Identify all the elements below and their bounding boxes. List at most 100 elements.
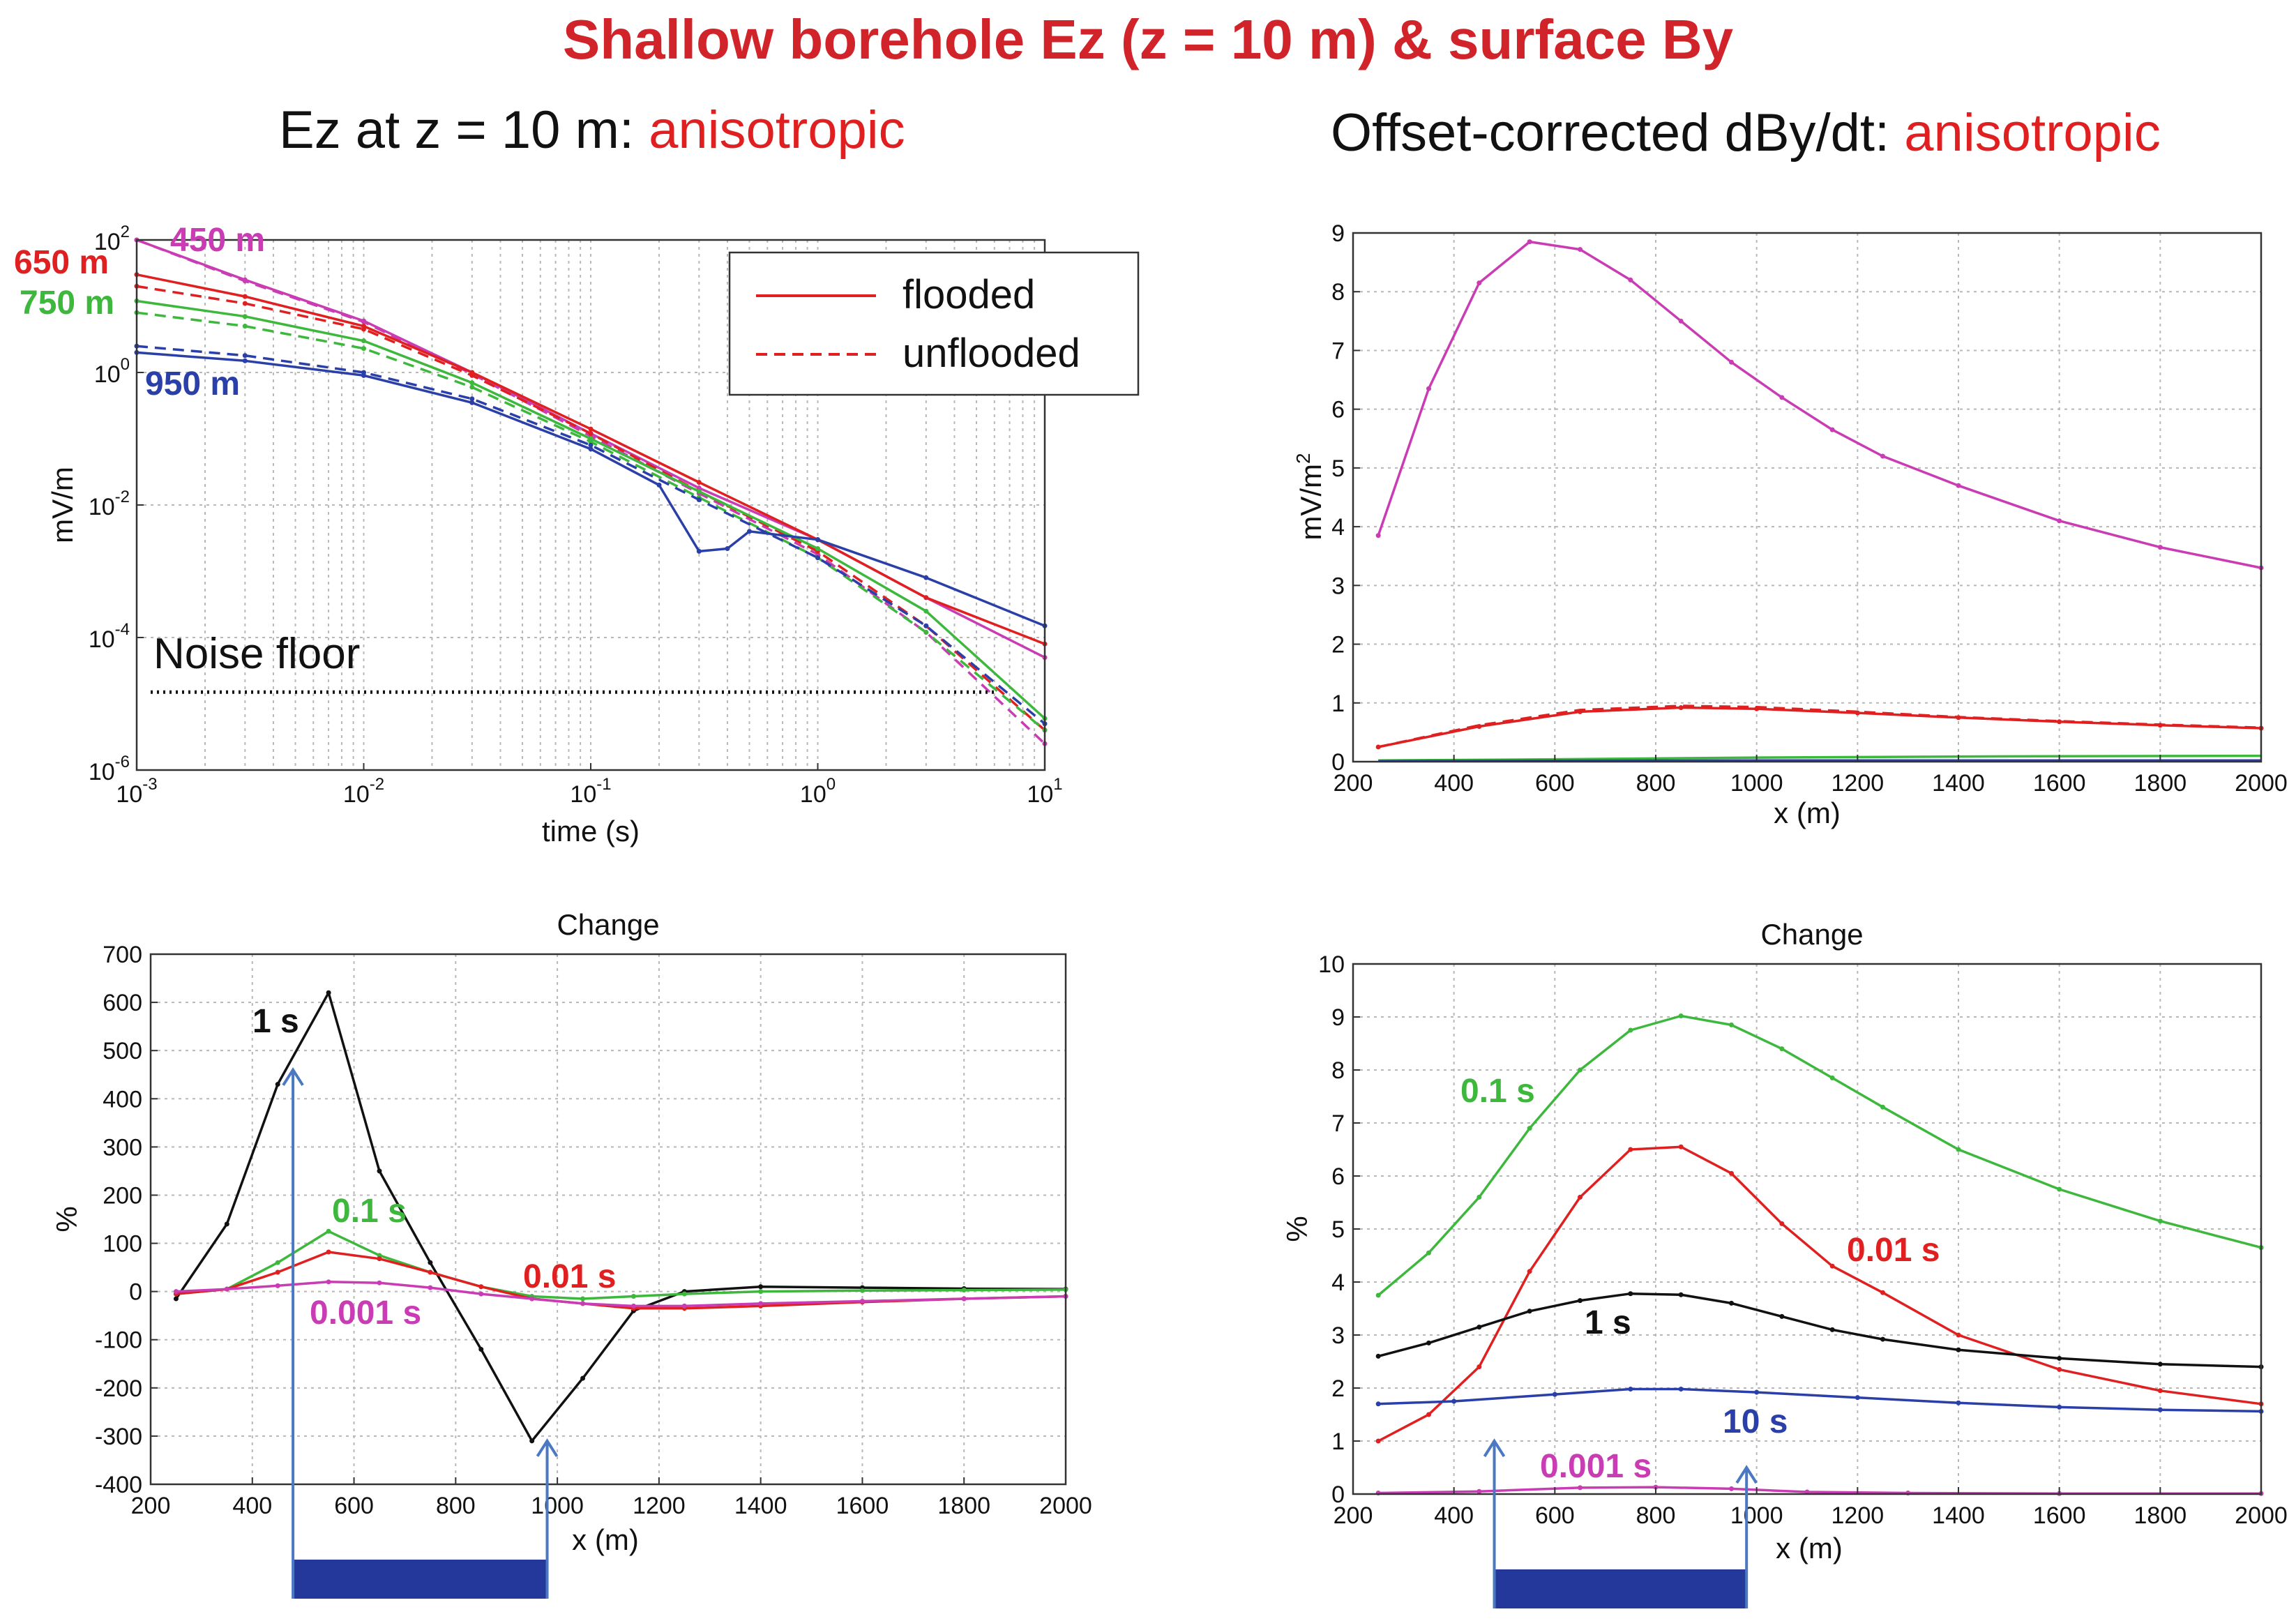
dbydt-profile-plot-frame — [1352, 232, 2263, 763]
arrow-head — [1735, 1465, 1758, 1484]
series-point — [1779, 1221, 1785, 1226]
series-point — [681, 1291, 687, 1297]
left-subtitle-highlight: anisotropic — [649, 100, 905, 160]
series-point — [588, 430, 594, 436]
series-point — [1779, 395, 1785, 400]
y-tick-label: 2 — [1331, 1375, 1345, 1402]
series-point — [1375, 533, 1381, 538]
series-point — [1880, 1336, 1885, 1342]
series-point — [242, 314, 248, 319]
y-tick-label: 400 — [103, 1086, 142, 1113]
series-point — [1729, 359, 1734, 365]
y-tick-label: -100 — [95, 1327, 142, 1354]
series-point — [1678, 318, 1684, 324]
series-point — [1678, 705, 1684, 711]
tick-base: 10 — [89, 494, 115, 520]
x-tick-label: 2000 — [1039, 1493, 1092, 1519]
series-point — [580, 1296, 586, 1302]
series-point — [1956, 1332, 1961, 1338]
series-line — [174, 991, 1066, 1442]
x-tick-label: 1400 — [1932, 1502, 1985, 1529]
series-point — [469, 380, 475, 386]
series-point — [1476, 280, 1482, 286]
x-tick-label: 1600 — [2033, 1502, 2086, 1529]
series-point — [696, 479, 702, 485]
x-tick-label: 600 — [1535, 1502, 1575, 1529]
offset-label-650m: 650 m — [14, 244, 109, 281]
series-point — [173, 1296, 179, 1302]
offset-label-950m: 950 m — [145, 365, 240, 402]
series-point — [1628, 1027, 1633, 1033]
tick-exp: -3 — [142, 775, 157, 794]
series-point — [1678, 1292, 1684, 1297]
series-point — [1804, 1489, 1810, 1495]
series-point — [1375, 1438, 1381, 1444]
dbydt-change-grid — [1352, 963, 2262, 1495]
y-tick-label: 2 — [1331, 632, 1345, 658]
y-tick-label: 100 — [103, 1231, 142, 1258]
series-point — [1527, 1269, 1532, 1274]
ez-change-series — [173, 990, 1068, 1444]
x-tick-label: 400 — [1434, 1502, 1474, 1529]
legend-label-unflooded: unflooded — [902, 331, 1080, 376]
series-point — [1880, 453, 1885, 459]
series-line — [1378, 1387, 2262, 1413]
series-point — [1426, 386, 1431, 391]
x-tick-label: 1600 — [2033, 770, 2086, 797]
y-tick-label: 8 — [1331, 279, 1345, 306]
series-point — [758, 1284, 764, 1290]
series-point — [580, 1301, 586, 1306]
tick-exp: -6 — [115, 753, 130, 771]
series-point — [469, 396, 475, 402]
survey-extent-bar — [1494, 1569, 1747, 1608]
series-point — [2057, 1355, 2062, 1361]
left-subtitle-prefix: Ez at z = 10 m: — [279, 100, 649, 160]
x-tick-label: 1200 — [1831, 1502, 1885, 1529]
ez-change-ticks: 200 400 600 800 1000 1200 1400 1600 1800 2000-400… — [95, 942, 1092, 1519]
series-point — [696, 489, 702, 495]
series-point — [1375, 1401, 1381, 1407]
x-tick-label: 1800 — [2134, 1502, 2187, 1529]
series-point — [1375, 1292, 1381, 1298]
series-line — [1378, 1486, 2261, 1495]
dbydt-profile-xlabel: x (m) — [1774, 797, 1841, 829]
series-point — [1451, 1398, 1457, 1404]
series-point — [725, 545, 730, 551]
y-tick-label: 9 — [1331, 1004, 1345, 1031]
series-point — [923, 595, 929, 601]
series-point — [326, 990, 331, 995]
series-point — [1375, 1353, 1381, 1359]
right-subtitle-highlight: anisotropic — [1904, 103, 2161, 163]
ez-change-xlabel: x (m) — [572, 1523, 639, 1556]
series-point — [1754, 1389, 1760, 1395]
series-point — [275, 1260, 280, 1265]
noise-floor-label: Noise floor — [153, 630, 360, 678]
tick-exp: 0 — [121, 355, 130, 374]
dbydt-change-xlabel: x (m) — [1776, 1532, 1843, 1565]
series-point — [1578, 1067, 1583, 1073]
series-point — [1956, 1347, 1961, 1352]
series-point — [1956, 1147, 1961, 1152]
series-point — [1628, 1147, 1633, 1152]
y-tick-label: 1 — [1331, 1428, 1345, 1455]
series-point — [1678, 1387, 1684, 1392]
series-point — [1426, 1250, 1431, 1256]
series-point — [377, 1168, 382, 1174]
series-point — [696, 485, 702, 491]
series-point — [377, 1280, 382, 1286]
series-point — [361, 319, 366, 324]
series-line — [136, 351, 1045, 627]
series-point — [1578, 1485, 1583, 1491]
x-tick-label: 200 — [1334, 770, 1373, 797]
series-point — [2157, 1388, 2163, 1394]
x-tick-label: 1200 — [1831, 770, 1885, 797]
left-subtitle: Ez at z = 10 m: anisotropic — [279, 100, 905, 160]
series-point — [469, 372, 475, 378]
y-tick-label: 0 — [1331, 1481, 1345, 1508]
legend-label-flooded: flooded — [902, 272, 1035, 317]
series-point — [224, 1221, 229, 1227]
y-tick-label: 1 — [1331, 691, 1345, 717]
y-tick-label: -200 — [95, 1375, 142, 1402]
